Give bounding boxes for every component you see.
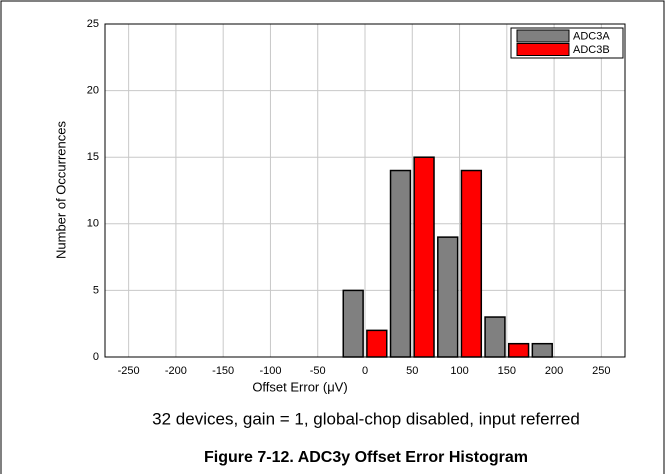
y-tick-label: 15 — [87, 151, 99, 163]
x-axis-label: Offset Error (μV) — [252, 379, 347, 394]
bar — [413, 156, 435, 358]
legend-label: ADC3A — [573, 30, 610, 42]
bar — [531, 342, 553, 358]
legend-swatch — [516, 43, 570, 56]
y-tick-label: 0 — [93, 351, 99, 363]
bar — [389, 169, 412, 358]
caption: 32 devices, gain = 1, global-chop disabl… — [152, 409, 580, 428]
y-tick-label: 20 — [87, 85, 99, 97]
bar — [366, 329, 388, 358]
x-tick-label: 100 — [450, 365, 468, 377]
figure-title: Figure 7-12. ADC3y Offset Error Histogra… — [204, 449, 528, 466]
plot-border — [104, 23, 626, 358]
x-tick-label: -50 — [310, 365, 326, 377]
y-tick-label: 5 — [93, 284, 99, 296]
y-axis-label: Number of Occurrences — [53, 121, 68, 259]
y-tick-label: 10 — [87, 218, 99, 230]
x-tick-label: 150 — [498, 365, 516, 377]
x-tick-label: -150 — [212, 365, 234, 377]
bar — [460, 169, 483, 358]
y-tick-label: 25 — [87, 18, 99, 30]
legend-label: ADC3B — [573, 44, 610, 56]
legend-swatch — [516, 29, 570, 43]
bar — [484, 316, 506, 358]
x-tick-label: 250 — [592, 365, 610, 377]
bar — [507, 342, 530, 358]
x-tick-label: 0 — [362, 365, 368, 377]
x-tick-label: 50 — [406, 365, 418, 377]
bar — [437, 236, 459, 358]
x-tick-label: -100 — [259, 365, 281, 377]
x-tick-label: -200 — [165, 365, 187, 377]
bar — [342, 289, 364, 358]
x-tick-label: -250 — [118, 365, 140, 377]
x-tick-label: 200 — [545, 365, 563, 377]
